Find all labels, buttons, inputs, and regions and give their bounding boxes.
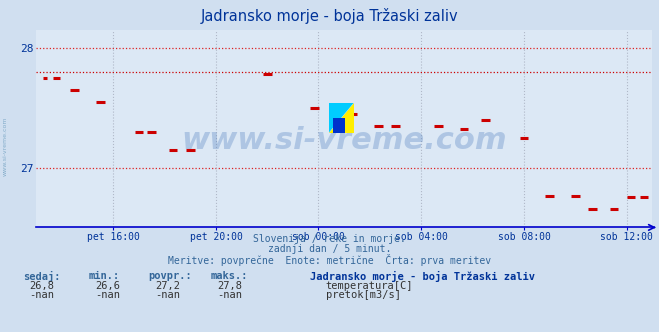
Text: www.si-vreme.com: www.si-vreme.com [181, 126, 507, 155]
Text: -nan: -nan [96, 290, 121, 300]
Text: Jadransko morje - boja Tržaski zaliv: Jadransko morje - boja Tržaski zaliv [310, 271, 534, 282]
Text: www.si-vreme.com: www.si-vreme.com [3, 116, 8, 176]
Text: zadnji dan / 5 minut.: zadnji dan / 5 minut. [268, 244, 391, 254]
Text: 26,6: 26,6 [96, 281, 121, 290]
Text: Meritve: povprečne  Enote: metrične  Črta: prva meritev: Meritve: povprečne Enote: metrične Črta:… [168, 254, 491, 266]
Text: Jadransko morje - boja Tržaski zaliv: Jadransko morje - boja Tržaski zaliv [201, 8, 458, 24]
Text: -nan: -nan [30, 290, 55, 300]
Text: 27,8: 27,8 [217, 281, 243, 290]
Text: -nan: -nan [155, 290, 180, 300]
Text: 27,2: 27,2 [155, 281, 180, 290]
Text: pretok[m3/s]: pretok[m3/s] [326, 290, 401, 300]
Text: 26,8: 26,8 [30, 281, 55, 290]
Text: sedaj:: sedaj: [23, 271, 61, 282]
Text: povpr.:: povpr.: [148, 271, 192, 281]
Polygon shape [333, 118, 345, 132]
Text: temperatura[C]: temperatura[C] [326, 281, 413, 290]
Text: min.:: min.: [89, 271, 120, 281]
Text: maks.:: maks.: [211, 271, 248, 281]
Text: Slovenija / reke in morje.: Slovenija / reke in morje. [253, 234, 406, 244]
Polygon shape [329, 103, 354, 132]
Text: -nan: -nan [217, 290, 243, 300]
Polygon shape [329, 103, 354, 132]
